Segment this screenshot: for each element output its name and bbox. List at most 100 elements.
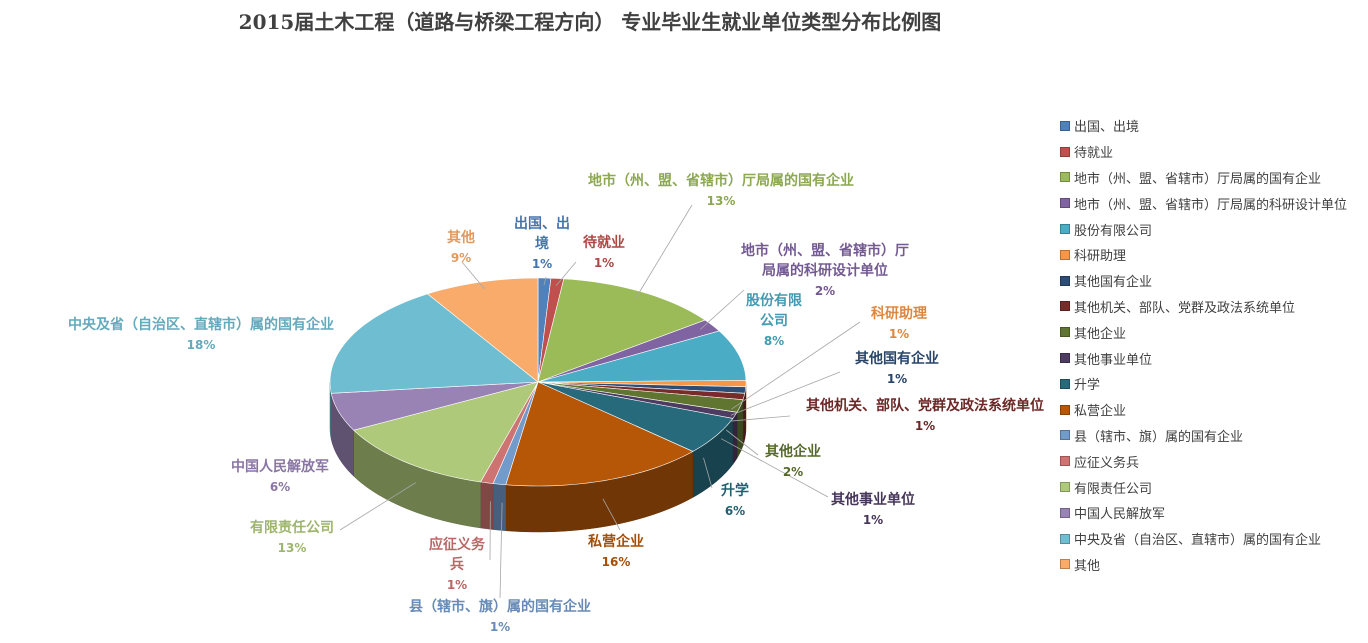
legend-label: 中国人民解放军	[1074, 507, 1166, 523]
legend-item: 县（辖市、旗）属的国有企业	[1060, 423, 1365, 449]
legend-label: 地市（州、盟、省辖市）厅局属的科研设计单位	[1074, 197, 1348, 213]
slice-percent-label: 13%	[278, 541, 307, 555]
legend-item: 科研助理	[1060, 242, 1365, 268]
slice-name-label: 公司	[760, 313, 788, 329]
legend-label: 有限责任公司	[1074, 481, 1153, 497]
legend-swatch	[1060, 224, 1070, 235]
data-label: 其他国有企业 1%	[855, 350, 939, 386]
leader-line	[499, 502, 503, 599]
legend-label: 中央及省（自治区、直辖市）属的国有企业	[1074, 533, 1322, 549]
legend-swatch	[1060, 533, 1070, 544]
legend-label: 其他国有企业	[1074, 275, 1153, 291]
leader-line	[635, 204, 693, 299]
slice-percent-label: 1%	[447, 578, 467, 592]
legend-swatch	[1060, 172, 1070, 183]
legend-item: 地市（州、盟、省辖市）厅局属的科研设计单位	[1060, 190, 1365, 216]
legend-label: 其他机关、部队、党群及政法系统单位	[1074, 300, 1296, 316]
slice-name-label: 其他国有企业	[855, 350, 939, 367]
legend-item: 中央及省（自治区、直辖市）属的国有企业	[1060, 526, 1365, 552]
leader-line	[729, 415, 791, 422]
data-label: 出国、出境 1%	[514, 215, 570, 271]
legend-item: 其他机关、部队、党群及政法系统单位	[1060, 294, 1365, 320]
legend-item: 有限责任公司	[1060, 474, 1365, 500]
pie-slice	[537, 278, 706, 383]
slice-name-label: 待就业	[583, 234, 625, 251]
legend-swatch	[1060, 404, 1070, 415]
leader-line	[731, 321, 861, 410]
slice-name-label: 股份有限	[746, 292, 802, 309]
legend-label: 应征义务兵	[1074, 455, 1140, 471]
pie-slice-side	[492, 483, 507, 532]
slice-name-label: 其他事业单位	[831, 491, 915, 508]
legend-item: 待就业	[1060, 139, 1365, 165]
data-label: 地市（州、盟、省辖市）厅局属的科研设计单位 2%	[741, 242, 909, 298]
legend-item: 其他企业	[1060, 319, 1365, 345]
legend-label: 县（辖市、旗）属的国有企业	[1074, 429, 1244, 445]
pie-sides	[329, 382, 747, 533]
slice-name-label: 应征义务	[429, 536, 486, 553]
legend-label: 科研助理	[1074, 249, 1127, 265]
data-label: 待就业 1%	[583, 234, 625, 270]
slice-percent-label: 8%	[764, 334, 784, 348]
data-label: 私营企业 16%	[588, 533, 644, 569]
data-label: 其他机关、部队、党群及政法系统单位 1%	[806, 397, 1044, 433]
leader-line	[461, 261, 485, 290]
legend-label: 地市（州、盟、省辖市）厅局属的国有企业	[1074, 171, 1322, 187]
slice-name-label: 升学	[721, 482, 749, 499]
legend-swatch	[1060, 146, 1070, 157]
slice-name-label: 局属的科研设计单位	[762, 262, 888, 279]
slice-name-label: 其他机关、部队、党群及政法系统单位	[806, 397, 1044, 414]
legend-item: 地市（州、盟、省辖市）厅局属的国有企业	[1060, 165, 1365, 191]
slice-name-label: 出国、出	[514, 215, 570, 232]
slice-percent-label: 1%	[863, 513, 883, 527]
leader-line	[543, 276, 547, 286]
slice-percent-label: 18%	[187, 338, 216, 352]
legend-item: 出国、出境	[1060, 113, 1365, 139]
data-label: 中国人民解放军 6%	[231, 458, 329, 494]
leader-line	[721, 438, 829, 498]
legend-swatch	[1060, 430, 1070, 441]
legend-item: 中国人民解放军	[1060, 500, 1365, 526]
slice-percent-label: 9%	[451, 251, 471, 265]
data-label: 股份有限公司 8%	[746, 292, 802, 348]
pie-slice-side	[480, 481, 494, 530]
slice-name-label: 私营企业	[588, 533, 644, 550]
slice-percent-label: 13%	[707, 194, 736, 208]
data-label: 应征义务兵 1%	[429, 536, 486, 592]
slice-name-label: 中央及省（自治区、直辖市）属的国有企业	[68, 316, 334, 333]
legend-label: 待就业	[1074, 146, 1114, 162]
data-labels: 出国、出境1% 待就业 1% 地市（州、盟、省辖市）厅局属的国有企业 13% 地市（州、盟…	[68, 172, 1044, 634]
legend-swatch	[1060, 327, 1070, 338]
pie-slice	[537, 330, 747, 383]
legend-swatch	[1060, 249, 1070, 260]
chart-title: 2015届土木工程（道路与桥梁工程方向） 专业毕业生就业单位类型分布比例图	[238, 10, 942, 34]
pie-slice	[329, 293, 539, 394]
slice-percent-label: 1%	[594, 256, 614, 270]
legend-item: 其他	[1060, 552, 1365, 578]
slice-percent-label: 1%	[532, 257, 552, 271]
slice-name-label: 科研助理	[871, 305, 927, 322]
leader-line	[700, 289, 745, 330]
slice-percent-label: 1%	[915, 419, 935, 433]
data-label: 其他企业 2%	[765, 443, 821, 479]
legend-swatch	[1060, 456, 1070, 467]
slice-name-label: 地市（州、盟、省辖市）厅局属的国有企业	[588, 172, 854, 189]
legend-label: 其他企业	[1074, 326, 1127, 342]
slice-name-label: 地市（州、盟、省辖市）厅	[741, 242, 909, 259]
legend-swatch	[1060, 301, 1070, 312]
slice-name-label: 县（辖市、旗）属的国有企业	[409, 598, 591, 615]
slice-name-label: 其他	[447, 229, 475, 246]
legend-item: 应征义务兵	[1060, 448, 1365, 474]
data-label: 升学 6%	[721, 482, 749, 518]
chart-legend: 出国、出境待就业地市（州、盟、省辖市）厅局属的国有企业地市（州、盟、省辖市）厅局…	[1060, 113, 1365, 577]
legend-swatch	[1060, 198, 1070, 209]
legend-item: 股份有限公司	[1060, 216, 1365, 242]
slice-name-label: 兵	[450, 556, 464, 573]
legend-item: 私营企业	[1060, 397, 1365, 423]
data-label: 中央及省（自治区、直辖市）属的国有企业 18%	[68, 316, 334, 352]
pie-slice	[426, 277, 539, 383]
legend-label: 其他事业单位	[1074, 352, 1153, 368]
leader-line	[725, 429, 759, 456]
legend-item: 其他国有企业	[1060, 268, 1365, 294]
